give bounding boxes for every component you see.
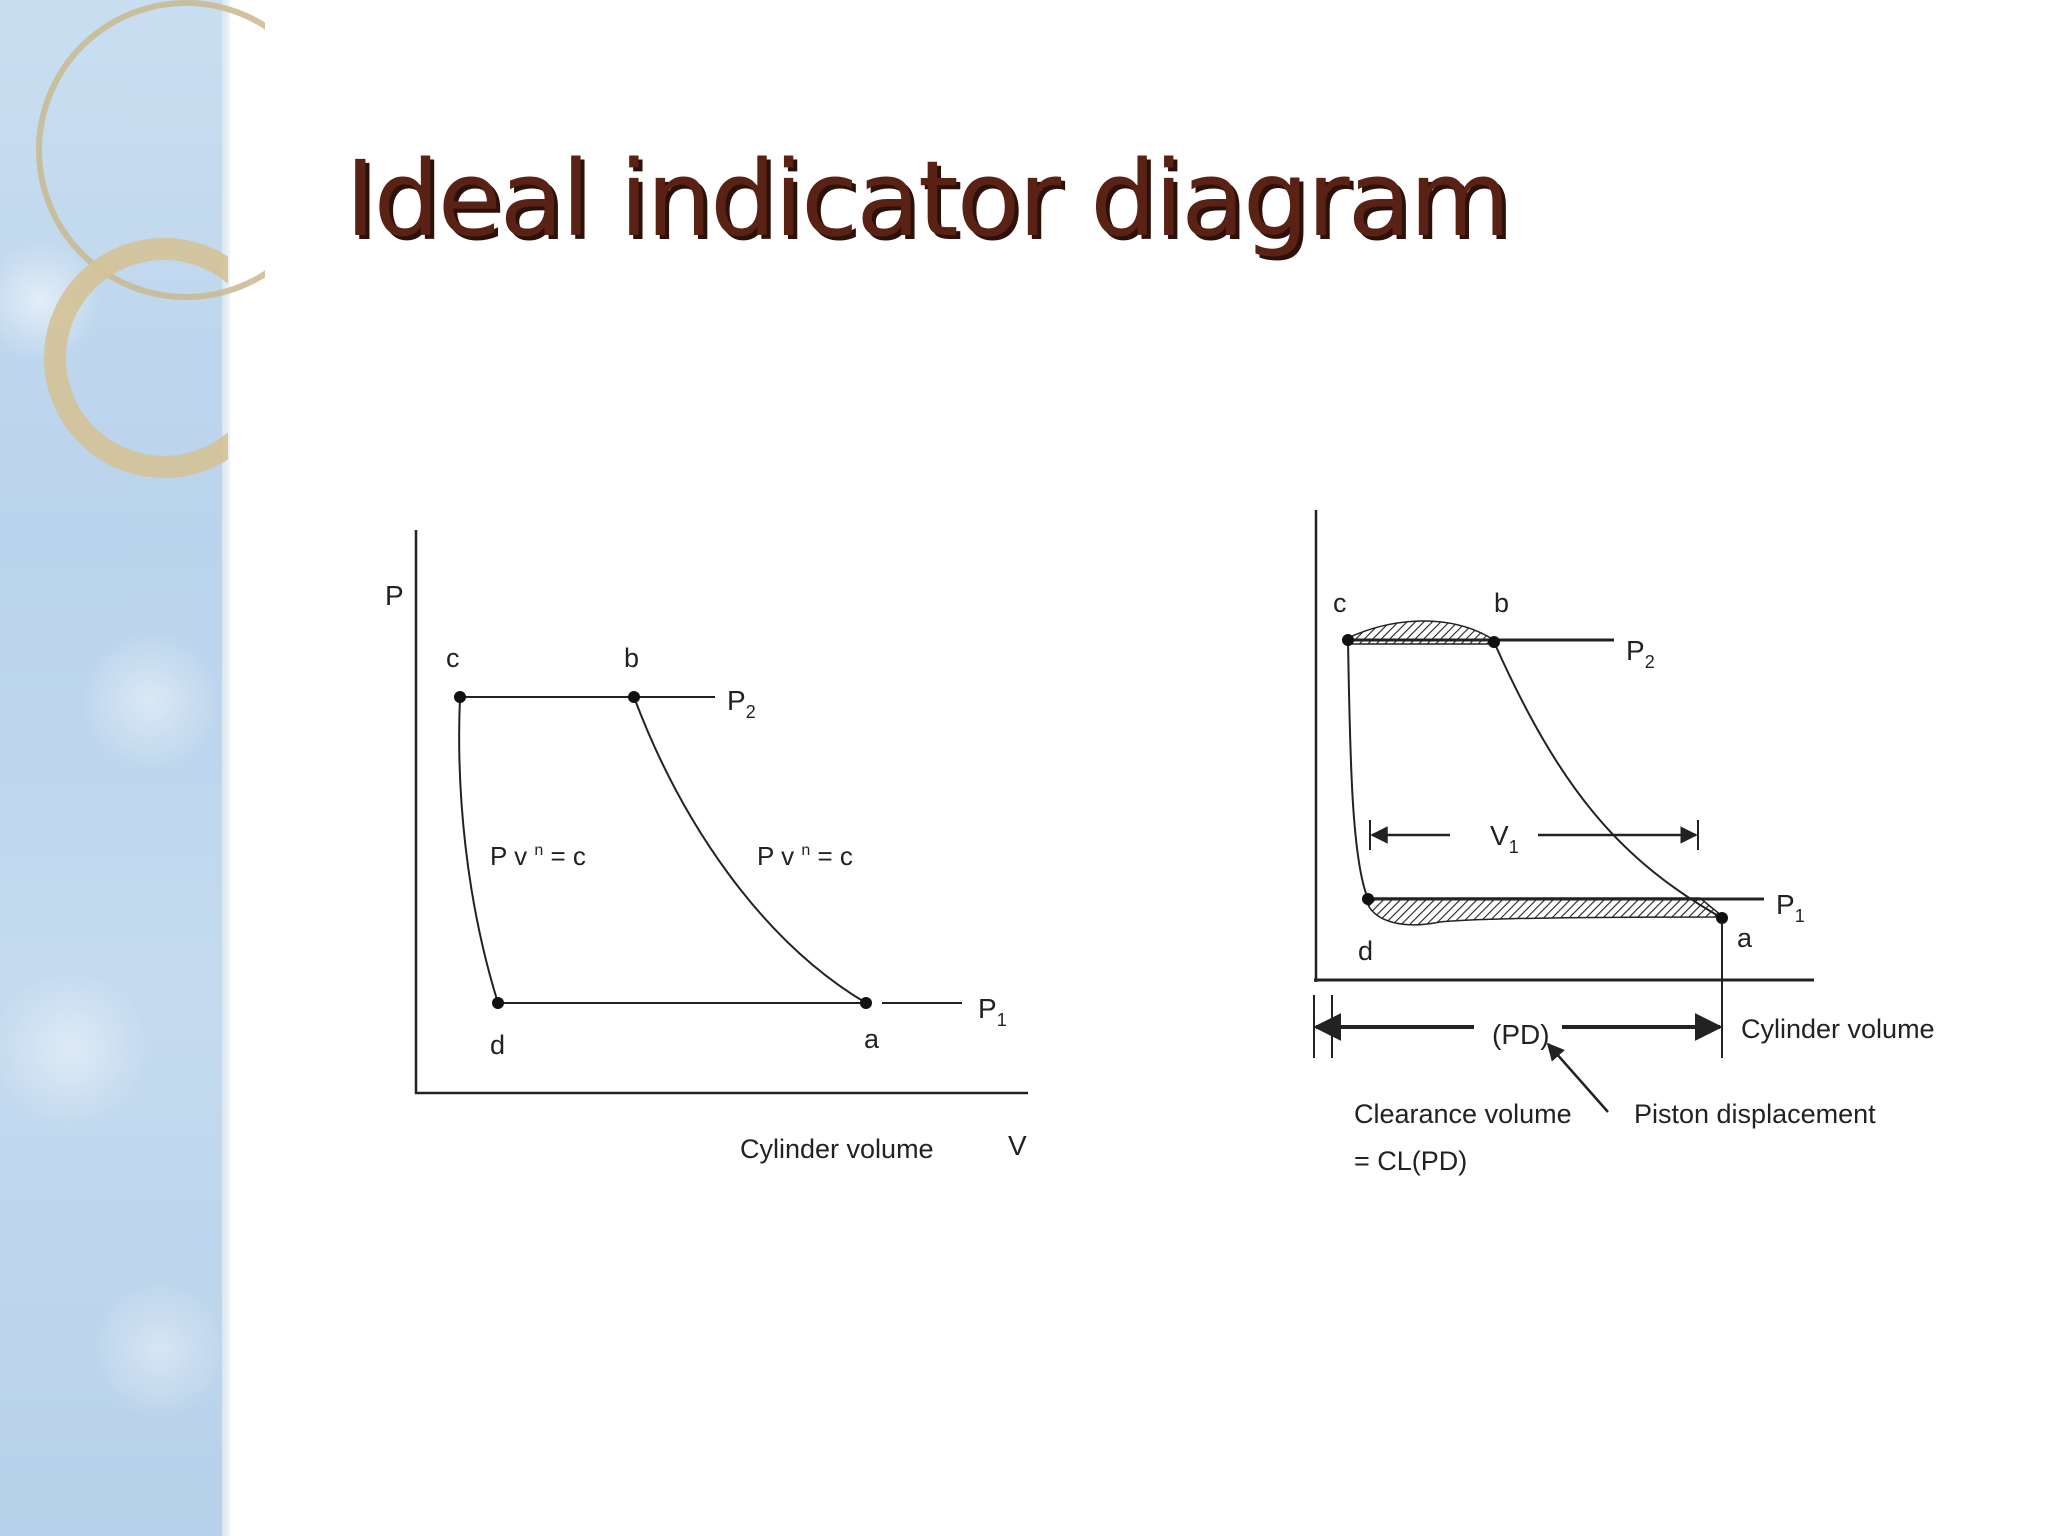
side-panel-edge <box>222 0 230 1536</box>
left-p1-label: P1 <box>978 993 1007 1030</box>
right-point-c-dot <box>1342 634 1354 646</box>
left-compression-curve <box>633 696 867 1004</box>
left-curve-label-right: P v n = c <box>757 841 853 871</box>
right-label-c: c <box>1333 588 1347 618</box>
right-pv-diagram: c b d a P2 P1 V1 (PD) Cylinder volume Cl… <box>1313 510 1935 1176</box>
right-piston-label: Piston displacement <box>1634 1099 1876 1129</box>
right-point-a-dot <box>1716 912 1728 924</box>
left-point-c-dot <box>454 691 466 703</box>
left-label-d: d <box>490 1030 505 1060</box>
right-compression-curve <box>1493 641 1723 919</box>
right-point-d-dot <box>1362 893 1374 905</box>
right-expansion-curve <box>1347 639 1369 900</box>
right-hatch-bottom <box>1367 897 1724 926</box>
left-p2-label: P2 <box>727 685 756 722</box>
left-pv-diagram: P V Cylinder volume c b d a P2 P1 P v n … <box>385 530 1028 1164</box>
left-label-b: b <box>624 643 639 673</box>
right-clearance-label-1: Clearance volume <box>1354 1099 1572 1129</box>
left-x-caption: Cylinder volume <box>740 1134 934 1164</box>
slide-title: Ideal indicator diagram <box>345 138 1511 260</box>
left-point-b-dot <box>628 691 640 703</box>
left-y-axis-label: P <box>385 580 404 611</box>
right-piston-pointer <box>1546 1042 1609 1113</box>
right-point-b-dot <box>1488 636 1500 648</box>
left-point-d-dot <box>492 997 504 1009</box>
right-p1-label: P1 <box>1776 889 1805 926</box>
right-label-d: d <box>1358 936 1373 966</box>
left-curve-label-left: P v n = c <box>490 841 586 871</box>
left-label-a: a <box>864 1024 880 1054</box>
left-point-a-dot <box>860 997 872 1009</box>
right-label-a: a <box>1737 923 1753 953</box>
right-pd-label: (PD) <box>1492 1019 1550 1050</box>
right-x-caption: Cylinder volume <box>1741 1014 1935 1044</box>
right-p2-label: P2 <box>1626 635 1655 672</box>
right-label-b: b <box>1494 588 1509 618</box>
left-label-c: c <box>446 643 460 673</box>
left-expansion-curve <box>458 696 499 1004</box>
left-x-axis-label: V <box>1008 1130 1027 1161</box>
right-v1-label: V1 <box>1490 820 1519 857</box>
right-clearance-label-2: = CL(PD) <box>1354 1146 1467 1176</box>
